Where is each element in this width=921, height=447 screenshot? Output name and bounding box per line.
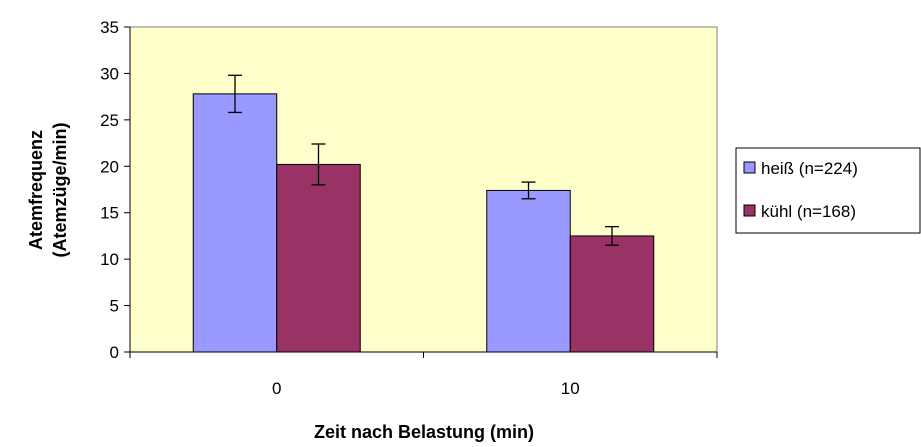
y-axis-title-line-1: Atemfrequenz bbox=[26, 130, 46, 250]
y-axis-title-line-2: (Atemzüge/min) bbox=[50, 122, 70, 257]
legend-swatch-heiss bbox=[743, 161, 756, 174]
y-tick-label: 15 bbox=[100, 204, 119, 223]
y-tick-label: 5 bbox=[110, 297, 119, 316]
legend-box bbox=[735, 147, 921, 234]
y-tick-label: 25 bbox=[100, 111, 119, 130]
legend: heiß (n=224) kühl (n=168) bbox=[735, 147, 921, 234]
x-tick-label: 0 bbox=[272, 379, 281, 398]
bar bbox=[486, 189, 571, 353]
legend-label-kuehl: kühl (n=168) bbox=[761, 202, 856, 221]
bar bbox=[569, 235, 655, 353]
legend-swatch-kuehl bbox=[743, 204, 756, 217]
bar bbox=[276, 163, 361, 353]
y-tick-label: 35 bbox=[100, 18, 119, 37]
y-tick-label: 10 bbox=[100, 250, 119, 269]
x-axis-title: Zeit nach Belastung (min) bbox=[314, 422, 534, 442]
bar bbox=[192, 93, 278, 353]
y-tick-label: 20 bbox=[100, 157, 119, 176]
y-tick-label: 30 bbox=[100, 64, 119, 83]
legend-label-heiss: heiß (n=224) bbox=[761, 159, 858, 178]
y-tick-label: 0 bbox=[110, 343, 119, 362]
x-tick-label: 10 bbox=[561, 379, 580, 398]
